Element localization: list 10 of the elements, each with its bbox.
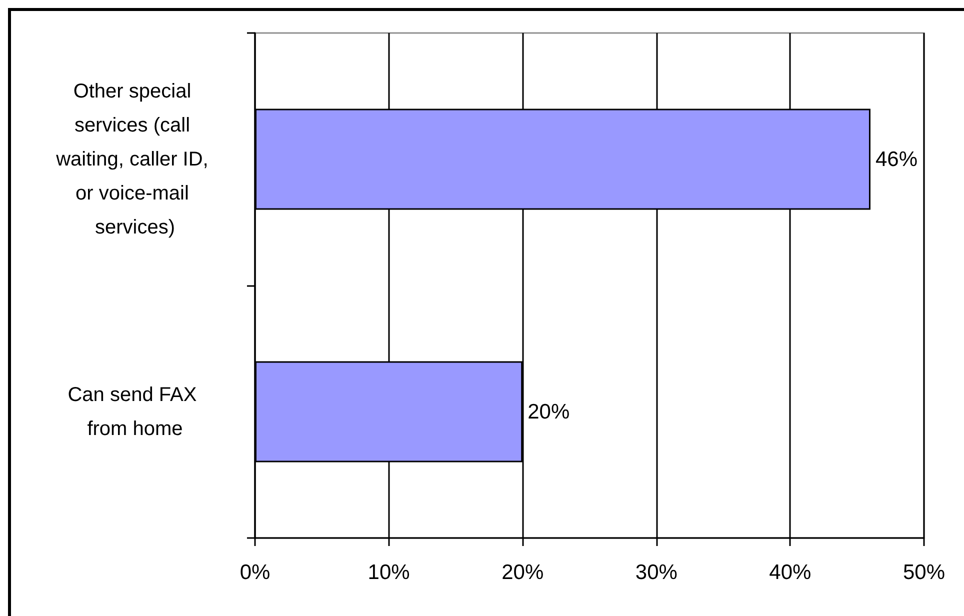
y-tick-label: Other special services (call waiting, caller ID, or voice-mail services)	[55, 80, 214, 238]
x-tick-label: 40%	[769, 561, 812, 584]
x-tick-label: 0%	[240, 561, 270, 584]
x-tick-label: 30%	[635, 561, 678, 584]
data-label: 46%	[875, 148, 918, 171]
x-tick-label: 50%	[902, 561, 946, 584]
y-tick-label: Can send FAX from home	[68, 384, 202, 440]
x-tick-label: 10%	[368, 561, 410, 584]
x-tick-label: 20%	[502, 561, 544, 584]
data-label: 20%	[528, 400, 570, 424]
